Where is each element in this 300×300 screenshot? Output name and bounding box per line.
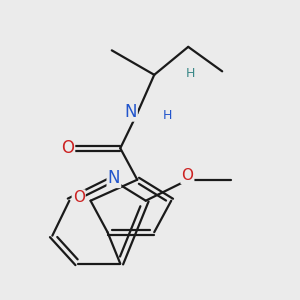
Text: N: N: [124, 103, 137, 121]
Text: O: O: [182, 168, 194, 183]
Text: O: O: [61, 139, 74, 157]
Text: N: N: [108, 169, 120, 187]
Text: H: H: [186, 67, 195, 80]
Text: O: O: [73, 190, 85, 206]
Text: H: H: [163, 109, 172, 122]
